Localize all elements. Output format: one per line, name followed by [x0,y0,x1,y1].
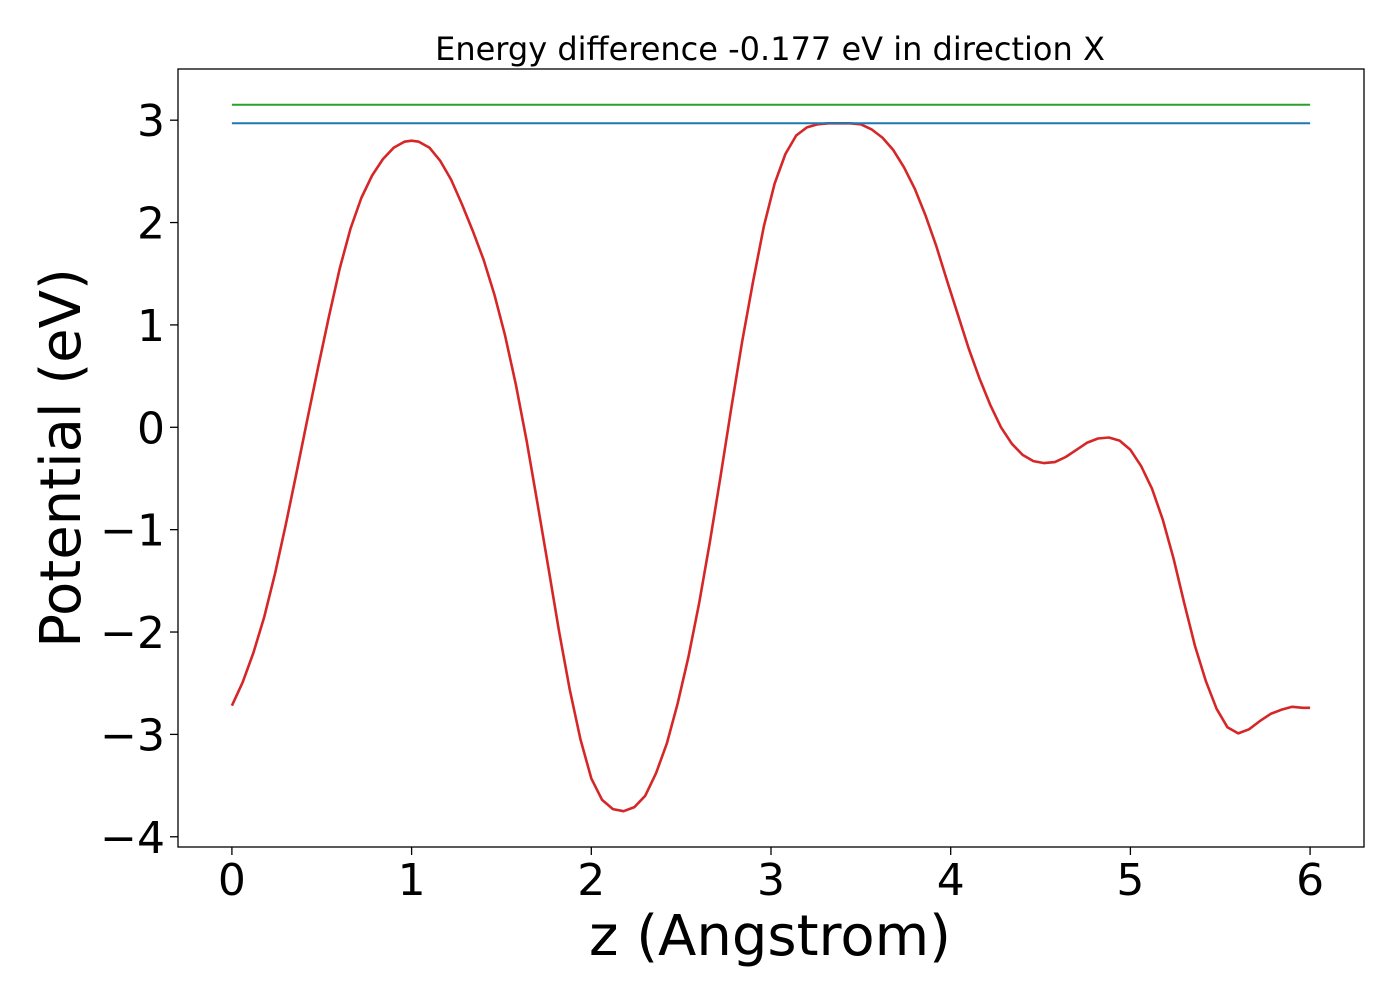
x-tick-label: 5 [1116,855,1144,906]
y-tick-label: −1 [100,506,165,557]
x-tick-label: 4 [937,855,965,906]
y-tick-label: 3 [137,96,165,147]
y-tick-label: 1 [137,301,165,352]
x-tick-label: 1 [398,855,426,906]
series-line-0 [230,122,1311,813]
chart-title: Energy difference -0.177 eV in direction… [435,30,1105,68]
y-axis-label: Potential (eV) [29,268,94,648]
plot-area [177,68,1365,848]
y-tick-label: −3 [100,710,165,761]
y-tick-label: 0 [137,403,165,454]
x-tick-label: 2 [577,855,605,906]
y-tick-label: −4 [100,813,165,864]
y-axis-ticks: −4 −3 −2 −1 0 1 2 3 [100,96,178,864]
x-tick-label: 3 [757,855,785,906]
x-axis-label: z (Angstrom) [589,904,951,969]
y-tick-label: 2 [137,199,165,250]
x-tick-label: 6 [1296,855,1324,906]
axes-frame [177,68,1365,848]
x-axis-ticks: 0 1 2 3 4 5 6 [218,847,1324,906]
x-tick-label: 0 [218,855,246,906]
y-tick-label: −2 [100,608,165,659]
